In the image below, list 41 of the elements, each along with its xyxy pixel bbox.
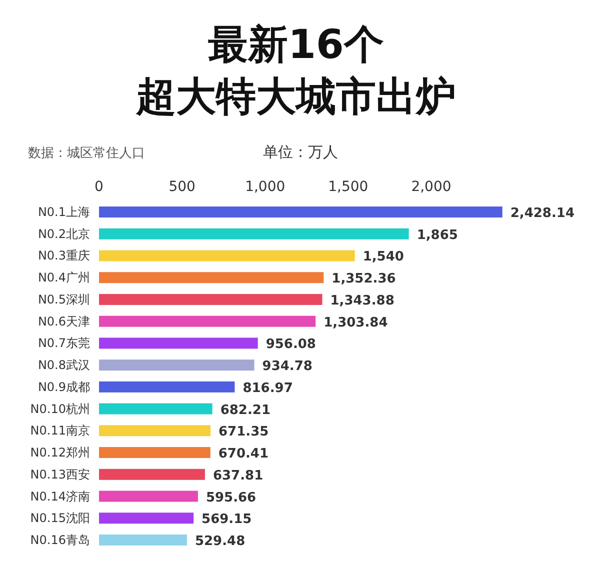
value-label: 2,428.14	[510, 206, 575, 221]
value-label: 671.35	[218, 424, 269, 440]
category: N0.11南京	[30, 424, 90, 438]
annotation: 单位：万人	[263, 143, 338, 161]
xtick: 2,000	[411, 179, 452, 195]
category: N0.1上海	[38, 205, 90, 219]
category: N0.6天津	[38, 314, 90, 328]
category: N0.15沈阳	[30, 511, 90, 526]
category: N0.13西安	[30, 467, 90, 482]
xtick: 500	[168, 179, 196, 195]
value-label: 956.08	[266, 337, 316, 352]
value-label: 1,865	[416, 228, 458, 243]
value-label: 569.15	[202, 512, 252, 528]
category: N0.8武汉	[38, 358, 90, 372]
category: N0.3重庆	[38, 248, 90, 263]
value-label: 595.66	[206, 490, 256, 506]
value-label: 934.78	[262, 359, 312, 374]
category: N0.9成都	[38, 380, 90, 394]
value-label: 1,343.88	[330, 293, 394, 308]
value-label: 816.97	[242, 380, 293, 396]
category: N0.4广州	[38, 270, 90, 285]
value-label: 637.81	[212, 468, 264, 484]
category: N0.7东莞	[38, 336, 90, 350]
category: N0.10杭州	[30, 402, 90, 416]
title: 最新16个	[208, 22, 384, 68]
xtick: 0	[94, 179, 104, 195]
value-label: 670.41	[218, 446, 269, 462]
category: N0.12郑州	[30, 446, 90, 460]
value-label: 1,540	[362, 250, 404, 265]
annotation: 数据：城区常住人口	[28, 146, 145, 161]
value-label: 529.48	[194, 534, 246, 549]
category: N0.16青岛	[30, 533, 90, 547]
xtick: 1,000	[245, 179, 286, 195]
category: N0.14济南	[30, 489, 90, 504]
xtick: 1,500	[328, 179, 368, 195]
subtitle: 超大特大城市出炉	[136, 74, 456, 120]
category: N0.2北京	[38, 226, 90, 241]
category: N0.5深圳	[38, 292, 90, 306]
value-label: 682.21	[220, 402, 270, 418]
value-label: 1,352.36	[332, 272, 396, 287]
value-label: 1,303.84	[324, 315, 388, 330]
